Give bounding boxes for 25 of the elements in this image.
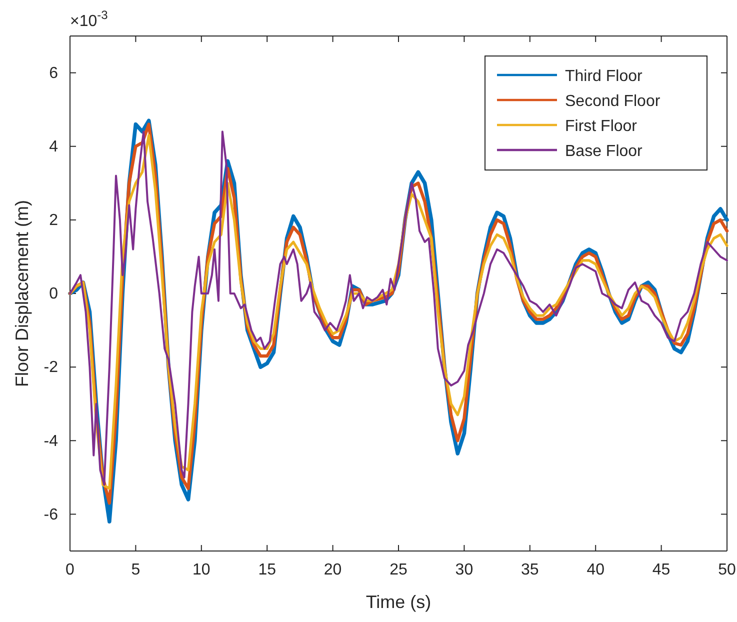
y-axis-title: Floor Displacement (m) [12,200,32,388]
x-tick-label: 5 [131,561,140,578]
legend-label: Base Floor [565,143,644,160]
y-tick-label: 6 [49,64,58,82]
x-tick-label: 15 [258,561,276,578]
x-tick-label: 45 [652,561,670,578]
legend-label: Second Floor [565,93,661,110]
x-tick-label: 0 [66,561,75,578]
x-axis-title: Time (s) [366,592,432,612]
x-tick-label: 20 [324,561,342,578]
legend-label: First Floor [565,118,638,135]
text: ×10$^{-3}$ [70,8,108,30]
y-tick-label: 2 [49,212,58,230]
y-tick-label: -4 [44,432,58,450]
x-tick-label: 40 [586,561,605,578]
legend-label: Third Floor [565,68,644,85]
y-tick-label: -6 [44,506,58,524]
y-tick-label: 0 [49,286,58,303]
x-tick-label: 10 [192,561,210,578]
x-tick-label: 30 [455,561,474,578]
y-tick-label: 4 [49,138,58,156]
x-tick-label: 35 [521,561,539,578]
x-tick-label: 50 [718,561,736,578]
x-tick-label: 25 [390,561,408,578]
y-tick-label: -2 [44,359,58,376]
